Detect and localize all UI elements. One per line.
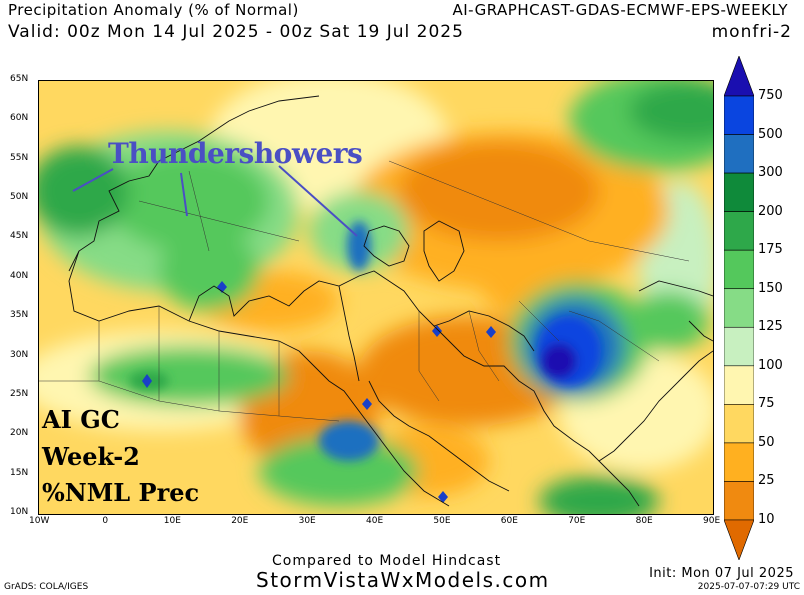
lat-label: 20N	[10, 428, 29, 439]
anomaly-map-graphic	[39, 81, 713, 514]
lat-label: 25N	[10, 388, 29, 399]
colorbar-segment	[724, 134, 754, 174]
valid-period: Valid: 00z Mon 14 Jul 2025 - 00z Sat 19 …	[8, 22, 464, 42]
model-label-line-2: Week-2	[42, 442, 140, 471]
colorbar-segment	[724, 249, 754, 290]
lon-label: 10W	[29, 516, 50, 526]
colorbar-tick-label: 200	[758, 203, 783, 219]
colorbar-tick-label: 500	[758, 126, 783, 142]
lat-label: 45N	[10, 231, 29, 242]
lon-label: 40E	[366, 516, 384, 526]
colorbar-segment	[724, 288, 754, 328]
footer-grads-credit: GrADS: COLA/IGES	[4, 582, 89, 592]
lat-label: 65N	[10, 74, 29, 84]
colorbar-segment	[724, 95, 754, 135]
lat-label: 10N	[10, 507, 29, 517]
colorbar-bottom-arrow	[724, 519, 754, 560]
country-borders	[39, 160, 690, 422]
lat-label: 30N	[10, 349, 29, 360]
colorbar-segment	[724, 211, 754, 251]
lon-label: 20E	[231, 516, 249, 526]
colorbar-tick-label: 175	[758, 242, 783, 258]
lon-label: 70E	[568, 516, 586, 526]
colorbar-tick-label: 100	[758, 357, 783, 373]
colorbar	[724, 56, 754, 560]
lat-label: 50N	[10, 192, 29, 203]
run-name: monfri-2	[711, 22, 792, 42]
lon-label: 10E	[163, 516, 181, 526]
model-name: AI-GRAPHCAST-GDAS-ECMWF-EPS-WEEKLY	[452, 1, 788, 19]
lat-label: 15N	[10, 467, 29, 478]
colorbar-tick-label: 10	[758, 512, 775, 527]
footer-compare-note: Compared to Model Hindcast	[272, 553, 502, 569]
colorbar-segment	[724, 481, 754, 521]
colorbar-tick-label: 750	[758, 88, 783, 103]
colorbar-tick-label: 25	[758, 473, 775, 489]
model-label-line-1: AI GC	[42, 405, 120, 434]
lat-label: 35N	[10, 310, 29, 321]
lon-label: 0	[102, 516, 109, 526]
colorbar-segment	[724, 172, 754, 212]
anomaly-cores	[129, 221, 601, 461]
coastlines	[68, 95, 713, 507]
model-label-line-3: %NML Prec	[42, 478, 200, 507]
lat-label: 60N	[10, 113, 29, 124]
colorbar-segment	[724, 326, 754, 367]
colorbar-tick-label: 125	[758, 319, 783, 335]
storm-markers	[142, 281, 496, 503]
lon-label: 30E	[298, 516, 316, 526]
colorbar-segment	[724, 365, 754, 405]
lon-label: 90E	[703, 516, 721, 526]
colorbar-top-arrow	[724, 56, 754, 97]
colorbar-segment	[724, 442, 754, 482]
lon-label: 60E	[500, 516, 518, 526]
lat-label: 55N	[10, 152, 29, 163]
lat-label: 40N	[10, 270, 29, 281]
footer-init-time: Init: Mon 07 Jul 2025	[649, 566, 794, 581]
colorbar-tick-label: 75	[758, 396, 775, 412]
anomaly-map	[38, 80, 714, 515]
colorbar-tick-label: 300	[758, 165, 783, 181]
footer-site-link[interactable]: StormVistaWxModels.com	[256, 568, 550, 592]
colorbar-tick-label: 150	[758, 280, 783, 296]
lon-label: 80E	[635, 516, 653, 526]
colorbar-segment	[724, 404, 754, 444]
colorbar-tick-label: 50	[758, 434, 775, 450]
thundershowers-annotation: Thundershowers	[108, 137, 363, 170]
map-title: Precipitation Anomaly (% of Normal)	[8, 1, 299, 19]
footer-timestamp: 2025-07-07-07:29 UTC	[697, 582, 800, 592]
lon-label: 50E	[433, 516, 451, 526]
thunder-arrows	[72, 165, 358, 237]
